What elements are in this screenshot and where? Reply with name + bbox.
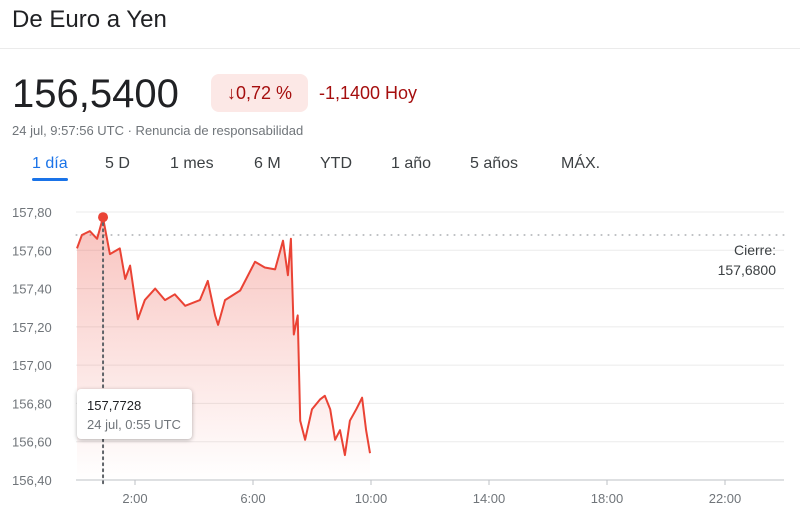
timestamp-disclaimer[interactable]: 24 jul, 9:57:56 UTC · Renuncia de respon… <box>12 123 304 138</box>
tooltip-value: 157,7728 <box>87 398 142 413</box>
y-tick-label: 156,80 <box>12 396 52 411</box>
divider <box>0 48 800 49</box>
x-tick-label: 10:00 <box>355 491 388 506</box>
tab-ytd[interactable]: YTD <box>320 155 352 172</box>
page-title: De Euro a Yen <box>12 6 167 33</box>
tab-5-years[interactable]: 5 años <box>470 155 519 172</box>
tab-5-days[interactable]: 5 D <box>105 155 130 172</box>
y-tick-label: 156,60 <box>12 435 52 450</box>
x-tick-label: 18:00 <box>591 491 624 506</box>
change-percent-badge: ↓0,72 % <box>211 74 308 112</box>
price-line <box>76 216 371 457</box>
y-tick-label: 157,40 <box>12 282 52 297</box>
hover-point <box>98 212 109 223</box>
previous-close: Cierre: 157,6800 <box>718 240 776 280</box>
x-tick-label: 6:00 <box>240 491 265 506</box>
tab-max[interactable]: MÁX. <box>561 155 601 172</box>
change-absolute: -1,1400 Hoy <box>319 83 418 103</box>
x-tick-label: 2:00 <box>122 491 147 506</box>
tab-1-month[interactable]: 1 mes <box>170 155 214 172</box>
tab-1-day[interactable]: 1 día <box>32 155 68 181</box>
tab-1-year[interactable]: 1 año <box>391 155 432 172</box>
y-tick-label: 157,60 <box>12 243 52 258</box>
y-tick-label: 157,00 <box>12 358 52 373</box>
y-tick-label: 156,40 <box>12 473 52 488</box>
tooltip-time: 24 jul, 0:55 UTC <box>87 417 181 432</box>
previous-close-value: 157,6800 <box>717 262 776 278</box>
x-tick-label: 22:00 <box>709 491 742 506</box>
current-price: 156,5400 <box>12 72 179 116</box>
tooltip: 157,7728 24 jul, 0:55 UTC <box>77 389 192 439</box>
tab-6-months[interactable]: 6 M <box>254 155 281 172</box>
y-tick-label: 157,80 <box>12 205 52 220</box>
y-tick-label: 157,20 <box>12 320 52 335</box>
x-tick-label: 14:00 <box>473 491 506 506</box>
previous-close-label: Cierre: <box>733 242 776 258</box>
